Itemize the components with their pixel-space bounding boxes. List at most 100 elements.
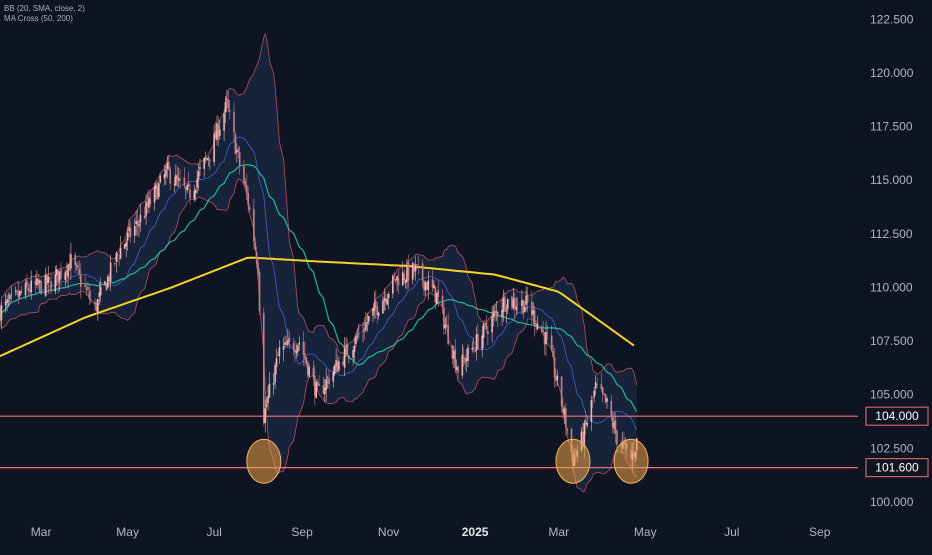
candle[interactable] [414, 256, 417, 281]
candle[interactable] [119, 236, 122, 260]
candle[interactable] [494, 303, 496, 322]
candle[interactable] [603, 392, 605, 397]
candle[interactable] [501, 299, 503, 326]
candle[interactable] [183, 167, 186, 189]
candle[interactable] [563, 405, 566, 425]
candle[interactable] [94, 298, 96, 311]
candle[interactable] [176, 166, 179, 187]
candle[interactable] [543, 331, 546, 356]
candle[interactable] [116, 252, 119, 263]
candle[interactable] [292, 337, 295, 356]
candle[interactable] [19, 290, 21, 299]
candle[interactable] [584, 410, 587, 435]
price-line-label[interactable]: 101.600 [865, 458, 929, 478]
candle[interactable] [184, 186, 187, 200]
candle[interactable] [592, 396, 594, 408]
candle[interactable] [304, 341, 306, 366]
candle[interactable] [138, 219, 140, 237]
candle[interactable] [20, 285, 23, 296]
candle[interactable] [382, 296, 384, 314]
candle[interactable] [285, 336, 288, 346]
candle[interactable] [207, 155, 210, 167]
candle[interactable] [255, 246, 258, 268]
candle[interactable] [106, 274, 109, 290]
candle[interactable] [196, 170, 198, 194]
candle[interactable] [496, 310, 499, 327]
candle[interactable] [253, 198, 255, 250]
candle[interactable] [536, 315, 539, 331]
candle[interactable] [363, 317, 366, 340]
candle[interactable] [78, 260, 81, 279]
candle[interactable] [213, 124, 215, 166]
candle[interactable] [65, 262, 68, 284]
candle[interactable] [298, 336, 301, 352]
candle[interactable] [80, 263, 82, 299]
candle[interactable] [247, 186, 249, 213]
candle[interactable] [85, 283, 88, 297]
candle[interactable] [219, 120, 221, 140]
candle[interactable] [306, 360, 309, 378]
candle[interactable] [115, 251, 118, 273]
candle[interactable] [333, 363, 336, 377]
candle[interactable] [366, 313, 369, 332]
candle[interactable] [502, 289, 505, 322]
candle[interactable] [546, 324, 549, 341]
candle[interactable] [338, 356, 340, 373]
horizontal-lines[interactable] [0, 415, 858, 469]
candle[interactable] [75, 262, 78, 271]
candle[interactable] [485, 314, 488, 333]
candle[interactable] [614, 412, 617, 444]
candle[interactable] [203, 157, 206, 178]
candle[interactable] [38, 279, 41, 293]
candle[interactable] [114, 262, 116, 267]
candle[interactable] [386, 294, 388, 306]
candle[interactable] [594, 375, 597, 395]
candle[interactable] [413, 262, 415, 277]
candle[interactable] [403, 269, 405, 285]
candle[interactable] [6, 294, 8, 312]
candle[interactable] [521, 289, 523, 315]
candle[interactable] [421, 259, 424, 288]
candle[interactable] [515, 297, 518, 315]
candle[interactable] [462, 346, 465, 367]
candle[interactable] [149, 192, 152, 207]
candle[interactable] [358, 323, 360, 339]
candle[interactable] [560, 376, 563, 413]
candle[interactable] [46, 272, 48, 297]
candle[interactable] [316, 378, 319, 392]
candle[interactable] [461, 343, 464, 379]
candle[interactable] [179, 168, 181, 189]
candle[interactable] [443, 302, 445, 335]
candle[interactable] [531, 290, 533, 325]
time-axis[interactable]: Mar May Jul Sep Nov 2025 Mar May Jul Sep [31, 525, 831, 539]
candle[interactable] [506, 298, 509, 315]
candle[interactable] [416, 264, 418, 270]
highlight-circles[interactable] [246, 438, 649, 484]
candle[interactable] [99, 277, 102, 303]
candle[interactable] [233, 102, 235, 143]
candle[interactable] [323, 379, 326, 403]
candle[interactable] [126, 227, 129, 251]
candle[interactable] [244, 177, 247, 189]
candle[interactable] [392, 273, 394, 299]
price-line-label[interactable]: 104.000 [865, 406, 929, 426]
candle[interactable] [40, 279, 42, 295]
candle[interactable] [396, 275, 398, 292]
candle[interactable] [68, 253, 71, 271]
candle[interactable] [535, 320, 537, 334]
candle[interactable] [436, 292, 438, 305]
candle[interactable] [447, 313, 449, 347]
candle[interactable] [282, 337, 285, 362]
candle[interactable] [236, 143, 238, 163]
candle[interactable] [511, 295, 513, 311]
candle[interactable] [214, 121, 217, 139]
candle[interactable] [267, 385, 269, 411]
candle[interactable] [332, 366, 335, 389]
candle[interactable] [145, 194, 147, 225]
candle[interactable] [108, 273, 110, 287]
candle[interactable] [566, 427, 569, 436]
candle[interactable] [234, 131, 237, 155]
candle[interactable] [487, 326, 489, 346]
